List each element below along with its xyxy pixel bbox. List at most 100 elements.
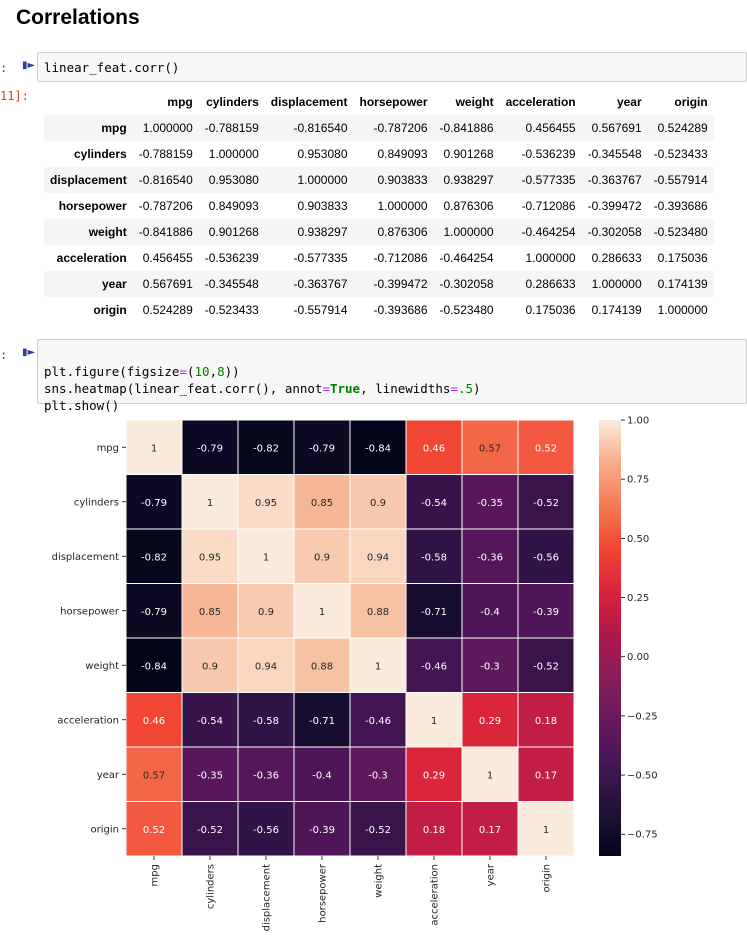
cell-annotation: 0.88 — [311, 661, 333, 672]
y-tick-label: origin — [91, 824, 119, 835]
column-header: weight — [455, 95, 494, 109]
colorbar-gradient — [599, 420, 621, 856]
heatmap-cell — [405, 746, 463, 802]
heatmap-cell — [349, 474, 407, 530]
table-cell: 1.000000 — [142, 121, 193, 135]
table-cell: -0.302058 — [587, 225, 642, 239]
row-index: displacement — [50, 173, 127, 187]
x-tick-label: horsepower — [318, 863, 329, 923]
table-cell: 1.000000 — [591, 277, 642, 291]
heatmap-cell — [461, 583, 519, 639]
table-cell: -0.577335 — [521, 173, 576, 187]
table-cell: 0.524289 — [142, 303, 193, 317]
heatmap-cell — [517, 528, 575, 584]
heatmap-cell — [125, 474, 183, 530]
column-header: cylinders — [206, 95, 259, 109]
heatmap-cell — [237, 583, 295, 639]
table-row: acceleration 0.456455 -0.536239 -0.577335 -0… — [44, 245, 714, 271]
table-cell: 0.456455 — [142, 251, 193, 265]
x-tick-label: weight — [374, 864, 385, 898]
heatmap-cell — [517, 583, 575, 639]
table-cell: 0.901268 — [443, 147, 494, 161]
heatmap-cell — [237, 801, 295, 857]
cell-annotation: 0.18 — [423, 825, 445, 836]
table-cell: -0.523433 — [653, 147, 708, 161]
colorbar-tick-label: 0.75 — [627, 475, 649, 486]
cell-annotation: -0.54 — [421, 498, 447, 509]
cell-annotation: -0.82 — [253, 443, 279, 454]
cell-annotation: 0.57 — [479, 443, 501, 454]
cell-annotation: -0.36 — [253, 770, 279, 781]
page-heading: Correlations — [16, 6, 140, 29]
table-cell: 0.876306 — [443, 199, 494, 213]
cell-annotation: 1 — [319, 607, 325, 618]
heatmap-cell — [461, 419, 519, 475]
table-cell: 0.876306 — [377, 225, 428, 239]
colorbar-tick-label: −0.25 — [627, 711, 658, 722]
heatmap-cell — [237, 692, 295, 748]
code-cell-1[interactable]: linear_feat.corr() — [37, 52, 747, 82]
table-cell: -0.363767 — [293, 277, 348, 291]
table-cell: 0.953080 — [208, 173, 259, 187]
table-cell: 0.175036 — [657, 251, 708, 265]
cell-annotation: 0.9 — [370, 498, 386, 509]
table-cell: 1.000000 — [525, 251, 576, 265]
table-cell: -0.363767 — [587, 173, 642, 187]
table-row: horsepower -0.787206 0.849093 0.903833 1.000… — [44, 193, 714, 219]
colorbar-tick-label: 0.25 — [627, 593, 649, 604]
y-tick-label: year — [97, 770, 120, 781]
colorbar-tick-label: 0.50 — [627, 534, 649, 545]
colorbar-tick-label: 0.00 — [627, 652, 649, 663]
colorbar: 1.00 0.75 0.50 0.25 0.00 −0.25 −0.50 −0.75 — [599, 416, 658, 856]
cell-annotation: 0.94 — [255, 661, 277, 672]
y-tick-label: acceleration — [57, 715, 119, 726]
heatmap-cell — [293, 474, 351, 530]
heatmap-cell — [293, 692, 351, 748]
table-cell: -0.399472 — [587, 199, 642, 213]
table-cell: 0.567691 — [591, 121, 642, 135]
y-tick-label: weight — [85, 661, 119, 672]
row-index: cylinders — [74, 147, 127, 161]
x-tick-label: displacement — [262, 864, 273, 931]
code-cell-2[interactable]: plt.figure(figsize=(10,8)) sns.heatmap(li… — [37, 339, 747, 413]
heatmap-cell — [181, 528, 239, 584]
column-header: year — [616, 95, 642, 109]
cell-annotation: -0.52 — [197, 825, 223, 836]
heatmap-cell — [461, 474, 519, 530]
cell-annotation: 0.46 — [423, 443, 445, 454]
table-cell: 0.849093 — [208, 199, 259, 213]
heatmap-cell — [517, 746, 575, 802]
x-tick-label: mpg — [150, 864, 161, 886]
heatmap-cell — [181, 637, 239, 693]
table-cell: -0.393686 — [373, 303, 428, 317]
row-index: horsepower — [58, 199, 127, 213]
colorbar-tick-label: 1.00 — [627, 416, 649, 427]
cell-annotation: 1 — [263, 552, 269, 563]
table-cell: 1.000000 — [208, 147, 259, 161]
colorbar-tick-label: −0.75 — [627, 830, 658, 841]
x-tick-label: origin — [542, 864, 553, 892]
table-cell: 0.901268 — [208, 225, 259, 239]
heatmap-chart: 1 -0.79 -0.82 -0.79 -0.84 0.46 0.57 0.52 -0.79 1 0… — [52, 416, 658, 932]
heatmap-cell — [237, 528, 295, 584]
cell-annotation: 0.17 — [479, 825, 501, 836]
cell-annotation: 1 — [207, 498, 213, 509]
row-index: acceleration — [56, 251, 127, 265]
run-cell-icon[interactable]: ▮► — [22, 347, 36, 358]
run-cell-icon[interactable]: ▮► — [22, 60, 36, 71]
cell-annotation: -0.56 — [253, 825, 279, 836]
column-header: displacement — [270, 95, 348, 109]
heatmap-cell — [517, 637, 575, 693]
y-tick-label: cylinders — [74, 497, 119, 508]
dataframe-table: mpg cylinders displacement horsepower weight… — [44, 89, 714, 323]
cell-annotation: -0.54 — [197, 716, 223, 727]
cell-annotation: 0.9 — [314, 552, 330, 563]
table-cell: 0.174139 — [591, 303, 642, 317]
cell-annotation: 0.85 — [199, 607, 221, 618]
heatmap-cell — [181, 746, 239, 802]
table-cell: 0.903833 — [297, 199, 348, 213]
cell-annotation: 0.85 — [311, 498, 333, 509]
heatmap-cell — [349, 419, 407, 475]
cell-annotation: -0.52 — [533, 661, 559, 672]
table-cell: -0.393686 — [653, 199, 708, 213]
